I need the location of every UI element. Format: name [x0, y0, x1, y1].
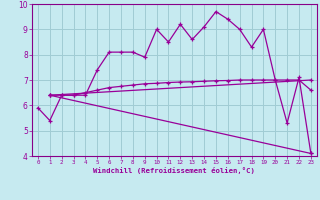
X-axis label: Windchill (Refroidissement éolien,°C): Windchill (Refroidissement éolien,°C) [93, 167, 255, 174]
